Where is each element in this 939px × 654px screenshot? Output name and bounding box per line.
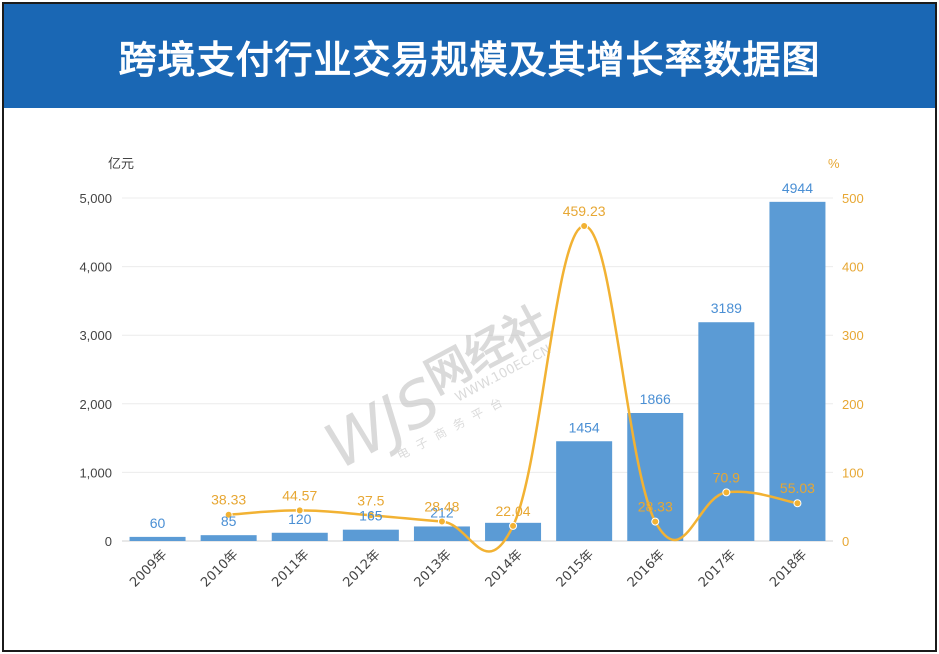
category-label: 2015年 (554, 547, 597, 590)
right-axis-tick: 0 (842, 534, 849, 549)
growth-rate-point (366, 511, 375, 520)
left-axis-tick: 0 (105, 534, 112, 549)
watermark: WJS 网经社 WWW.100EC.CN 电子商务平台 (313, 297, 558, 484)
bar-value-label: 212 (430, 504, 454, 520)
left-axis-tick: 1,000 (79, 465, 112, 480)
right-axis-unit: % (828, 156, 840, 171)
rate-value-label: 55.03 (780, 480, 815, 496)
bar-value-label: 85 (221, 513, 237, 529)
growth-rate-point (651, 517, 660, 526)
growth-rate-point (580, 221, 589, 230)
right-axis-tick: 400 (842, 260, 864, 275)
bar-value-label: 60 (150, 515, 166, 531)
growth-rate-point (224, 510, 233, 519)
bar-value-label: 120 (288, 511, 312, 527)
bar-value-label: 165 (359, 508, 383, 524)
right-axis-tick: 300 (842, 328, 864, 343)
growth-rate-line (228, 224, 798, 553)
rate-value-label: 70.9 (713, 469, 740, 485)
left-axis-unit: 亿元 (108, 157, 134, 172)
bar-value-label: 1866 (640, 391, 671, 407)
left-axis-tick: 2,000 (79, 397, 112, 412)
bar (200, 535, 257, 541)
category-label: 2013年 (412, 547, 455, 590)
category-label: 2011年 (269, 547, 312, 590)
line-series (224, 221, 802, 553)
right-axis-tick: 500 (842, 191, 864, 206)
rate-value-label: 28.33 (638, 499, 673, 515)
category-label: 2018年 (767, 547, 810, 590)
rate-value-label: 28.48 (424, 498, 459, 514)
left-axis-tick: 5,000 (79, 191, 112, 206)
category-label: 2009年 (127, 547, 170, 590)
category-label: 2014年 (483, 547, 526, 590)
growth-rate-point (295, 506, 304, 515)
rate-value-label: 38.33 (211, 492, 246, 508)
right-axis-tick: 100 (842, 465, 864, 480)
category-label: 2010年 (198, 547, 241, 590)
bar-value-label: 3189 (711, 300, 742, 316)
bar (129, 536, 186, 541)
bar (769, 201, 826, 541)
left-axis-tick: 4,000 (79, 260, 112, 275)
bar (342, 529, 399, 541)
rate-value-label: 44.57 (282, 487, 317, 503)
growth-rate-point (437, 517, 446, 526)
rate-value-label: 459.23 (563, 203, 606, 219)
bar-value-label: 4944 (782, 180, 813, 196)
bar (556, 441, 613, 541)
bar (271, 532, 328, 541)
bar (485, 522, 542, 541)
rate-value-label: 37.5 (357, 492, 384, 508)
growth-rate-point (793, 499, 802, 508)
growth-rate-point (722, 488, 731, 497)
left-axis-tick: 3,000 (79, 328, 112, 343)
growth-rate-point (509, 521, 518, 530)
bar-value-label: 1454 (569, 419, 600, 435)
bar (413, 526, 470, 541)
category-label: 2017年 (696, 547, 739, 590)
rate-value-label: 22.04 (496, 503, 531, 519)
right-axis-tick: 200 (842, 397, 864, 412)
category-label: 2016年 (625, 547, 668, 590)
title-bar: 跨境支付行业交易规模及其增长率数据图 (4, 4, 935, 108)
category-label: 2012年 (340, 547, 383, 590)
category-labels: 2009年 2010年 2011年 2012年 2013年 2014年 2015年 2016年… (127, 547, 810, 590)
chart-title: 跨境支付行业交易规模及其增长率数据图 (118, 37, 821, 82)
data-labels: 60 85 120 165 212 1454 1866 3189 4944 38.33 44.57 3… (150, 180, 815, 531)
axes: 亿元 % 0 0 1,000 100 2,000 200 3,000 300 4,000 400 5… (79, 156, 863, 549)
